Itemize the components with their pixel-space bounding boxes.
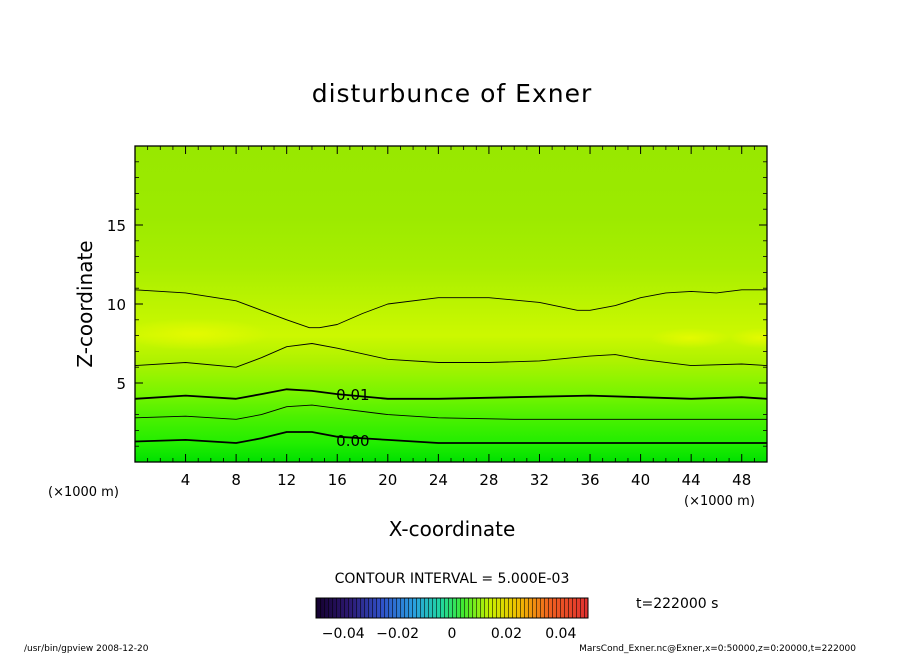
x-tick-label-11: 48: [732, 471, 751, 489]
colorbar-tick-label-4: 0.04: [545, 626, 576, 642]
chart-title: disturbunce of Exner: [312, 79, 593, 108]
y-tick-label-0: 5: [116, 375, 126, 393]
x-tick-label-2: 12: [277, 471, 296, 489]
x-axis-ticks: 4 8 12 16 20 24 28 32 36 40 44 48: [147, 146, 755, 489]
contour-line-0: [135, 431, 767, 444]
x-tick-label-6: 28: [479, 471, 498, 489]
y-axis-label: Z-coordinate: [73, 240, 97, 367]
y-axis-ticks: 5 10 15: [107, 161, 767, 447]
x-tick-label-7: 32: [530, 471, 549, 489]
x-tick-label-10: 44: [682, 471, 701, 489]
warm-spot-right: [650, 328, 730, 348]
colorbar-tick-label-0: −0.04: [322, 626, 365, 642]
colorbar-tick-label-1: −0.02: [376, 626, 419, 642]
colorbar-tick-label-2: 0: [448, 626, 457, 642]
warm-spot-edge: [730, 328, 767, 348]
contour-lines: [135, 289, 767, 444]
colorbar-stripes: [316, 598, 588, 618]
plot-area: 0.01 0.00: [135, 146, 767, 462]
x-tick-label-3: 16: [328, 471, 347, 489]
x-tick-label-9: 40: [631, 471, 650, 489]
contour-line-2: [135, 388, 767, 400]
x-unit-label-right: (×1000 m): [684, 494, 755, 509]
x-tick-label-1: 8: [231, 471, 241, 489]
contour-label-1: 0.00: [336, 432, 369, 450]
colorbar: −0.04 −0.02 0 0.02 0.04: [315, 597, 589, 642]
footer-right: MarsCond_Exner.nc@Exner,x=0:50000,z=0:20…: [579, 644, 856, 654]
x-tick-label-8: 36: [580, 471, 599, 489]
contour-line-3: [135, 343, 767, 368]
contour-interval-label: CONTOUR INTERVAL = 5.000E-03: [335, 571, 570, 587]
x-axis-label: X-coordinate: [389, 517, 516, 541]
x-unit-label-left: (×1000 m): [48, 485, 119, 500]
x-tick-label-5: 24: [429, 471, 448, 489]
color-field: [135, 146, 767, 462]
contour-labels: 0.01 0.00: [336, 386, 369, 450]
time-label: t=222000 s: [636, 596, 718, 612]
contour-line-4: [135, 289, 767, 329]
x-tick-label-0: 4: [181, 471, 191, 489]
colorbar-ticks: −0.04 −0.02 0 0.02 0.04: [322, 626, 577, 642]
y-tick-label-1: 10: [107, 296, 126, 314]
colorbar-tick-label-3: 0.02: [491, 626, 522, 642]
footer-left: /usr/bin/gpview 2008-12-20: [24, 644, 149, 654]
y-tick-label-2: 15: [107, 217, 126, 235]
colorbar-frame: [315, 597, 589, 619]
contour-label-0: 0.01: [336, 386, 369, 404]
warm-spot-left: [135, 318, 270, 350]
contour-line-1: [135, 404, 767, 420]
x-tick-label-4: 20: [378, 471, 397, 489]
